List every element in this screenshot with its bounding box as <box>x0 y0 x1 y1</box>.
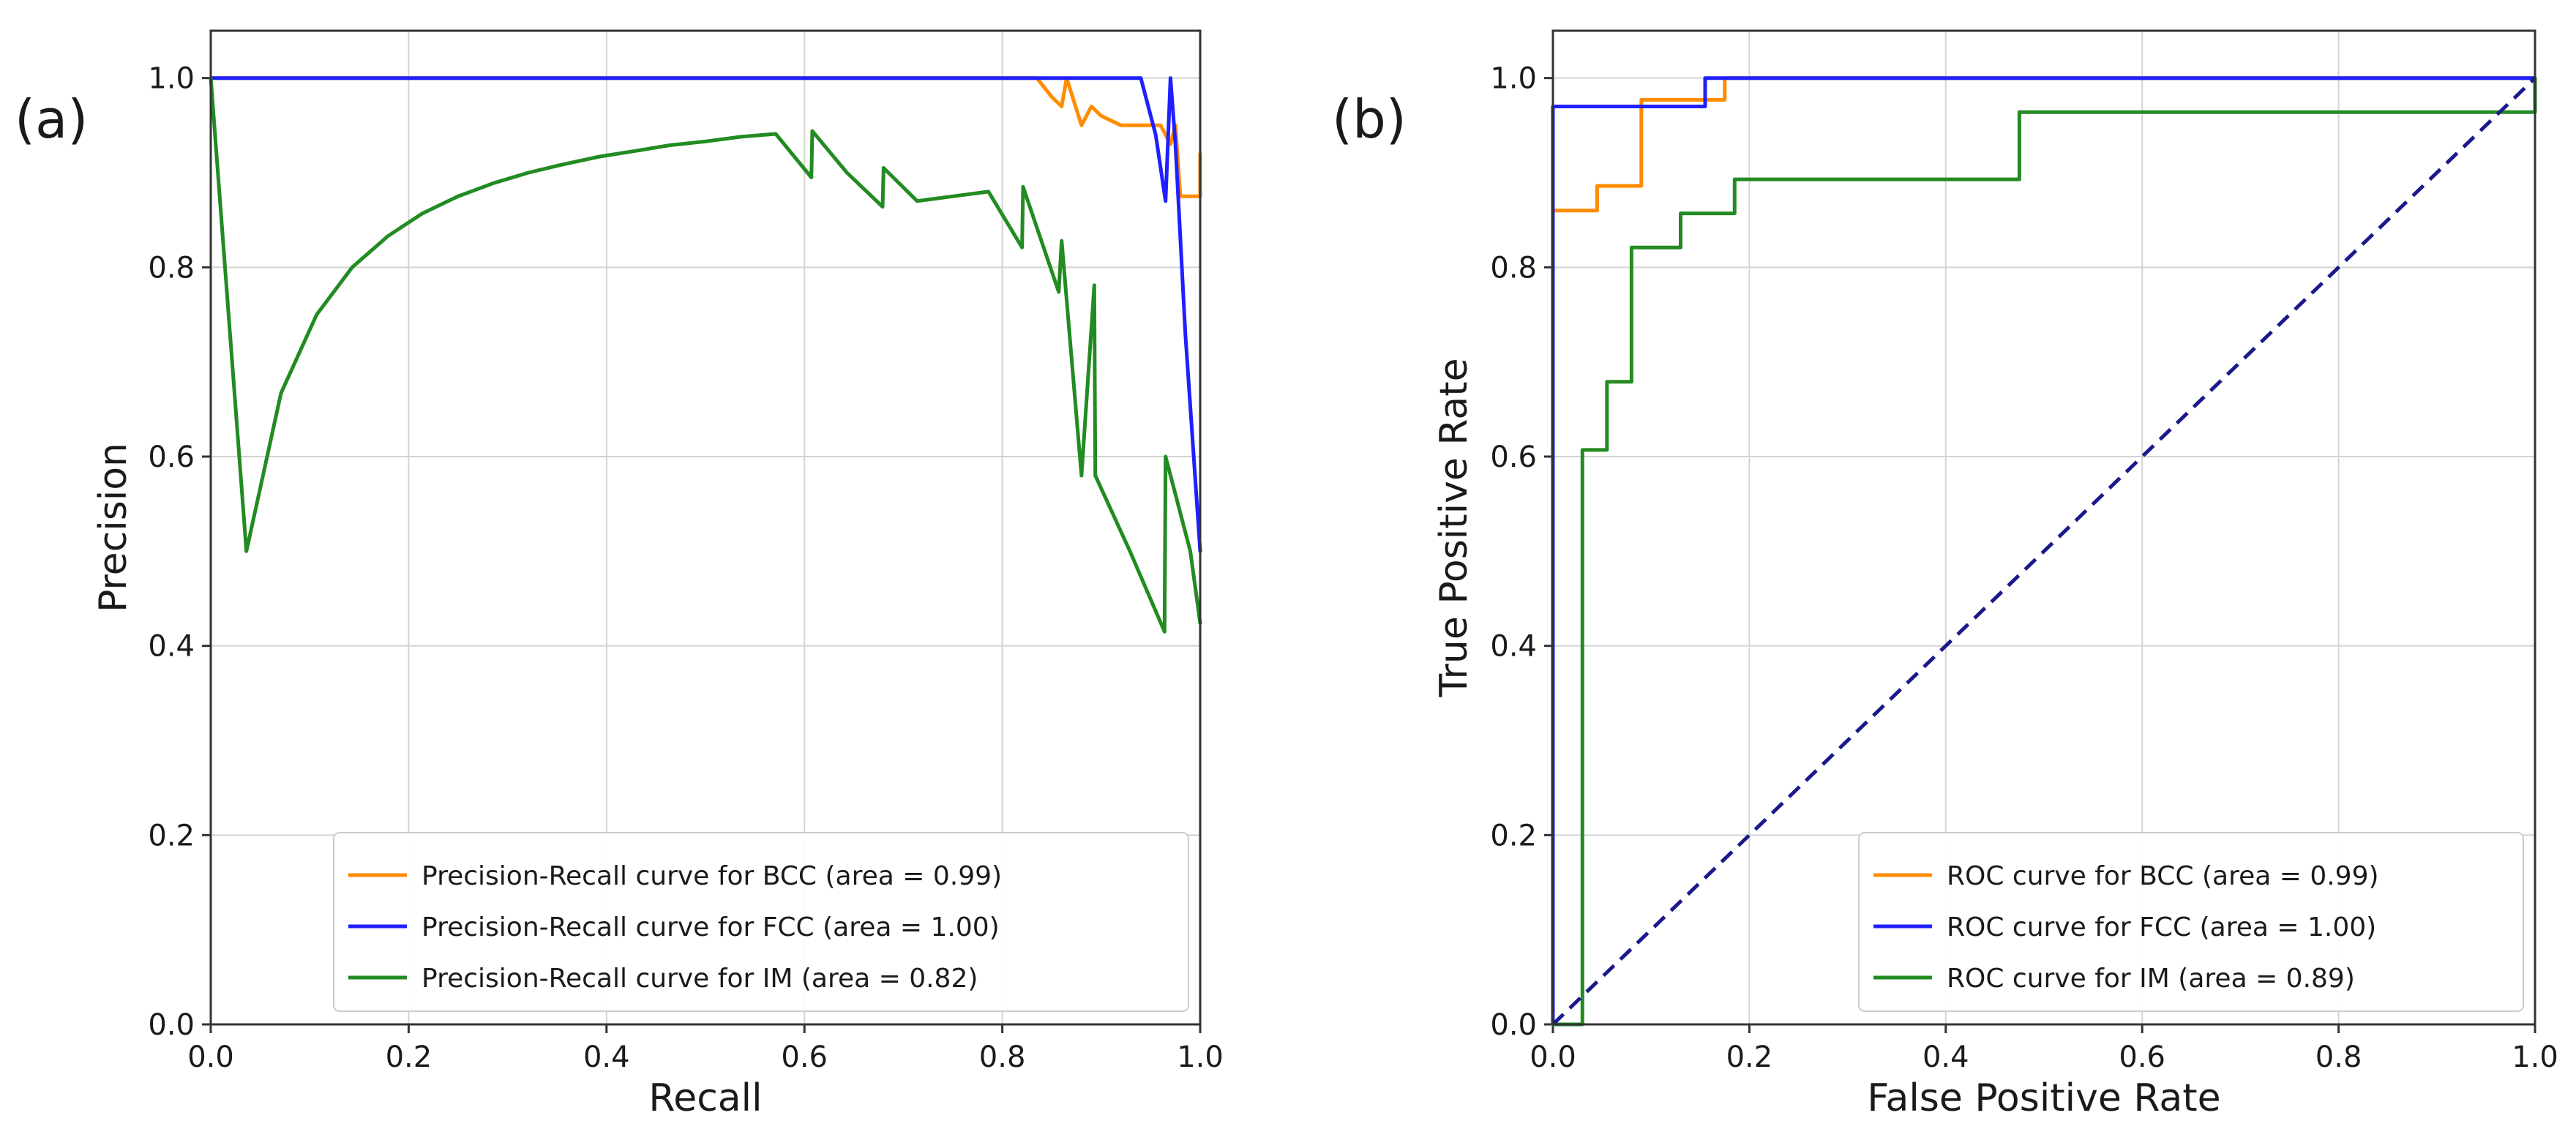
panel-a-series-line-0 <box>209 76 1202 198</box>
panel-a-xtick-label: 0.6 <box>781 1040 828 1074</box>
panel-a-legend-entry: Precision-Recall curve for IM (area = 0.… <box>422 964 978 994</box>
panel-a-ytick-label: 0.2 <box>148 819 195 852</box>
panel-a-xtick-label: 1.0 <box>1177 1040 1224 1074</box>
panel-a-ytick-label: 1.0 <box>148 62 195 96</box>
panel-a-precision-recall: (a) 0.0 0.2 0.4 0.6 0.8 1.0 0.0 0.2 0.4 0.6 0.8 1.0… <box>15 29 1224 1120</box>
panel-a-ytick-label: 0.6 <box>148 440 195 474</box>
panel-a-xtick-label: 0.0 <box>187 1040 234 1074</box>
panel-b-plot-frame <box>1551 29 2536 1026</box>
panel-a-legend-entry: Precision-Recall curve for FCC (area = 1… <box>422 912 1000 942</box>
panel-b-ytick-label: 1.0 <box>1490 62 1537 96</box>
panel-a-curves <box>209 76 1202 634</box>
panel-a-ylabel: Precision <box>91 443 135 612</box>
panel-b-label: (b) <box>1332 89 1407 150</box>
panel-b-ytick-label: 0.4 <box>1490 630 1537 664</box>
panel-b-xtick-label: 0.2 <box>1726 1040 1773 1074</box>
panel-b-ytick-label: 0.2 <box>1490 819 1537 852</box>
panel-b-ytick-label: 0.6 <box>1490 440 1537 474</box>
panel-a-ticks: 0.0 0.2 0.4 0.6 0.8 1.0 0.0 0.2 0.4 0.6 0.8 1.0 <box>148 62 1223 1074</box>
panel-a-plot-frame <box>209 29 1202 1026</box>
panel-b-legend-entry: ROC curve for FCC (area = 1.00) <box>1947 912 2376 942</box>
panel-b-xtick-label: 0.0 <box>1530 1040 1576 1074</box>
panel-b-legend-box <box>1858 832 2524 1012</box>
panel-b-legend: ROC curve for BCC (area = 0.99) ROC curve… <box>1858 832 2524 1012</box>
panel-a-series-line-1 <box>209 76 1202 553</box>
panel-a-legend-entry: Precision-Recall curve for BCC (area = 0… <box>422 861 1002 891</box>
panel-a-xlabel: Recall <box>648 1076 762 1120</box>
panel-b-roc: (b) 0.0 0.2 0.4 0.6 0.8 1.0 0.0 0.2 0.4 0.6 0.8 1.0… <box>1332 29 2558 1120</box>
panel-b-xtick-label: 0.6 <box>2119 1040 2165 1074</box>
panel-a-ytick-label: 0.4 <box>148 630 195 664</box>
panel-a-xtick-label: 0.8 <box>979 1040 1026 1074</box>
panel-b-series-line-2 <box>1551 76 2537 1027</box>
panel-b-legend-entry: ROC curve for IM (area = 0.89) <box>1947 964 2355 994</box>
panel-b-xtick-label: 0.4 <box>1922 1040 1969 1074</box>
panel-a-ytick-label: 0.0 <box>148 1008 195 1042</box>
panel-a-xtick-label: 0.4 <box>583 1040 630 1074</box>
panel-b-xtick-label: 0.8 <box>2315 1040 2362 1074</box>
panel-b-legend-entry: ROC curve for BCC (area = 0.99) <box>1947 861 2379 891</box>
panel-b-ytick-label: 0.8 <box>1490 251 1537 285</box>
panel-b-series-line-3 <box>1551 76 2536 1026</box>
panel-b-ticks: 0.0 0.2 0.4 0.6 0.8 1.0 0.0 0.2 0.4 0.6 0.8 1.0 <box>1490 62 2558 1074</box>
panel-b-ytick-label: 0.0 <box>1490 1008 1537 1042</box>
panel-a-xtick-label: 0.2 <box>386 1040 433 1074</box>
panel-b-xlabel: False Positive Rate <box>1867 1076 2220 1120</box>
panel-a-legend: Precision-Recall curve for BCC (area = 0… <box>333 832 1189 1012</box>
panel-a-label: (a) <box>15 89 88 150</box>
panel-b-ylabel: True Positive Rate <box>1432 358 1476 697</box>
panel-a-series-line-2 <box>209 76 1202 634</box>
panel-b-xtick-label: 1.0 <box>2512 1040 2558 1074</box>
panel-a-legend-box <box>333 832 1189 1012</box>
panel-a-ytick-label: 0.8 <box>148 251 195 285</box>
